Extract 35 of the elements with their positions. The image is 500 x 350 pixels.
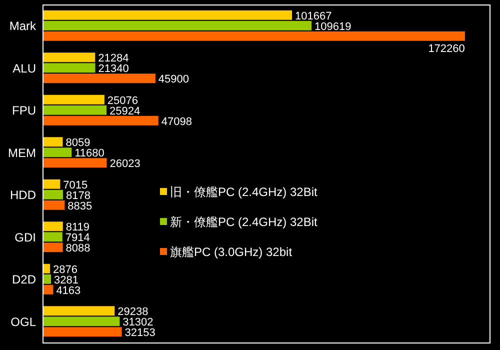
data-label: 4163 [56,284,81,297]
data-label: 2876 [53,264,78,276]
data-label: 7914 [65,232,90,244]
y-tick-label: MEM [8,146,36,160]
data-label: 11680 [74,148,104,160]
data-label: 25076 [107,94,138,107]
legend-label: 新・僚艦PC (2.4GHz) 32Bit [170,215,318,229]
data-label: 21340 [98,63,129,76]
legend-label: 旧・僚艦PC (2.4GHz) 32Bit [170,185,318,199]
data-label: 101667 [295,10,332,22]
data-label: 172260 [428,42,465,55]
data-label: 8119 [66,222,90,234]
y-tick-label: FPU [12,104,36,118]
data-label: 47098 [161,116,192,128]
data-label: 8835 [68,200,92,212]
y-tick-label: ALU [12,61,36,76]
data-label: 45900 [158,74,190,86]
data-label: 21284 [98,52,129,65]
data-label: 29238 [118,306,148,318]
data-label: 31302 [122,316,154,329]
data-label: 8059 [66,137,90,150]
data-label: 3281 [54,274,79,286]
data-label: 25924 [109,105,140,118]
data-label: 8178 [66,190,91,202]
data-label: 32153 [124,327,156,340]
data-label: 7015 [63,179,88,192]
y-tick-label: Mark [9,19,37,34]
legend-label: 旗艦PC (3.0GHz) 32bit [170,245,293,259]
y-tick-label: OGL [10,314,36,329]
y-tick-label: D2D [12,272,36,287]
data-label: 109619 [314,20,352,33]
y-tick-label: HDD [10,188,36,202]
data-label: 8088 [66,242,90,255]
y-tick-label: GDI [14,230,36,244]
data-label: 26023 [110,158,140,170]
